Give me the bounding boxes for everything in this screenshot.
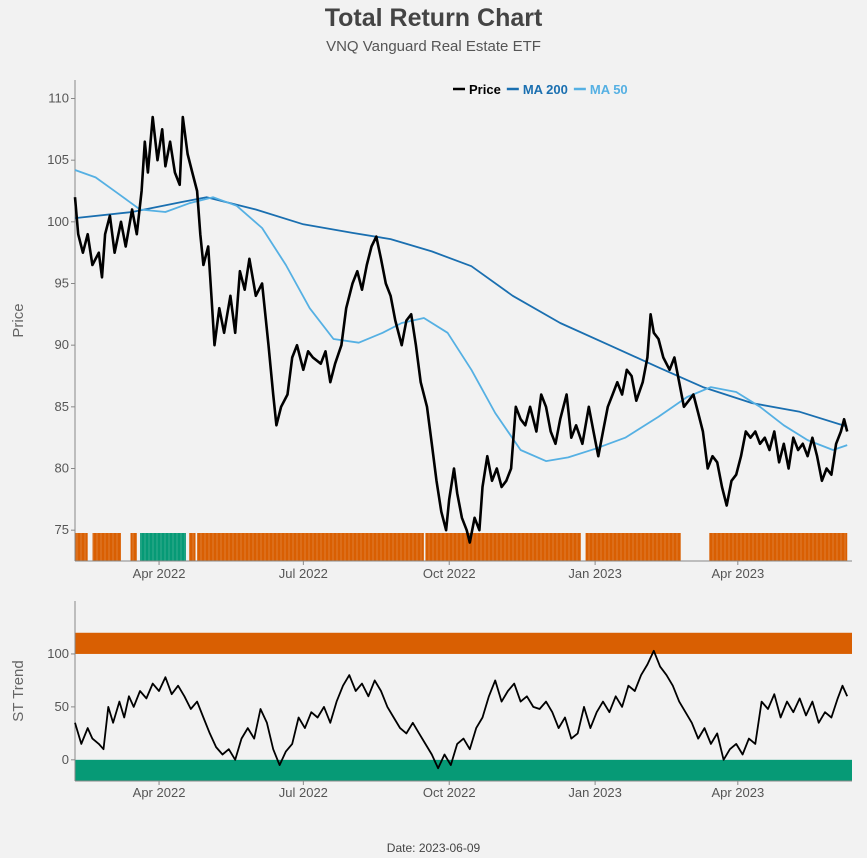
- price-xtick-label: Jul 2022: [279, 566, 328, 581]
- date-footer: Date: 2023-06-09: [386, 841, 481, 855]
- trend-xtick-label: Jan 2023: [568, 785, 622, 800]
- series-line-ma200: [74, 196, 848, 428]
- price-ytick-label: 85: [55, 399, 69, 414]
- regime-segment-bearish: [75, 533, 88, 561]
- price-ytick-label: 110: [48, 91, 69, 106]
- regime-segment-bearish: [585, 533, 681, 561]
- chart-subtitle: VNQ Vanguard Real Estate ETF: [326, 38, 541, 55]
- regime-segment-bearish: [425, 533, 581, 561]
- legend: Price MA 200 MA 50: [453, 82, 628, 97]
- trend-xtick-label: Apr 2022: [133, 785, 186, 800]
- legend-label-ma50: MA 50: [590, 82, 628, 97]
- trend-panel: 0 50 100 Apr 2022 Jul 2022 Oct 2022 Jan 2023 Ap…: [10, 601, 852, 800]
- chart-title: Total Return Chart: [324, 4, 543, 32]
- price-ytick-label: 75: [55, 522, 69, 537]
- trend-ytick-label: 100: [47, 646, 69, 661]
- price-ytick-label: 80: [55, 461, 69, 476]
- trend-band-bearish: [75, 632, 852, 654]
- regime-segment-bearish: [189, 533, 196, 561]
- series-line-sttrend: [74, 649, 849, 770]
- trend-xtick-label: Oct 2022: [423, 785, 476, 800]
- trend-xtick-label: Jul 2022: [279, 785, 328, 800]
- price-ytick-label: 95: [55, 276, 69, 291]
- series-line-price: [73, 115, 849, 544]
- price-ytick-label: 90: [55, 337, 69, 352]
- regime-segment-bullish: [140, 533, 186, 561]
- price-axis-label: Price: [10, 303, 27, 337]
- legend-label-ma200: MA 200: [523, 82, 568, 97]
- regime-band: [75, 533, 850, 561]
- trend-ytick-label: 50: [55, 699, 69, 714]
- series-line-ma50: [74, 169, 848, 462]
- price-xtick-label: Oct 2022: [423, 566, 476, 581]
- price-xtick-label: Jan 2023: [568, 566, 622, 581]
- regime-segment-bearish: [92, 533, 121, 561]
- trend-axis-label: ST Trend: [10, 660, 27, 721]
- price-ytick-label: 105: [47, 152, 69, 167]
- price-ytick-label: 100: [47, 214, 69, 229]
- legend-label-price: Price: [469, 82, 501, 97]
- price-xtick-label: Apr 2023: [711, 566, 764, 581]
- regime-segment-bearish: [130, 533, 137, 561]
- trend-ytick-label: 0: [62, 752, 69, 767]
- price-xtick-label: Apr 2022: [133, 566, 186, 581]
- regime-segment-bearish: [709, 533, 848, 561]
- trend-xtick-label: Apr 2023: [711, 785, 764, 800]
- trend-band-bullish: [75, 759, 852, 781]
- price-panel: 75 80 85 90 95 100 105 110 Apr 2022 Jul 2022 Oct 2…: [10, 80, 852, 581]
- regime-segment-bearish: [197, 533, 424, 561]
